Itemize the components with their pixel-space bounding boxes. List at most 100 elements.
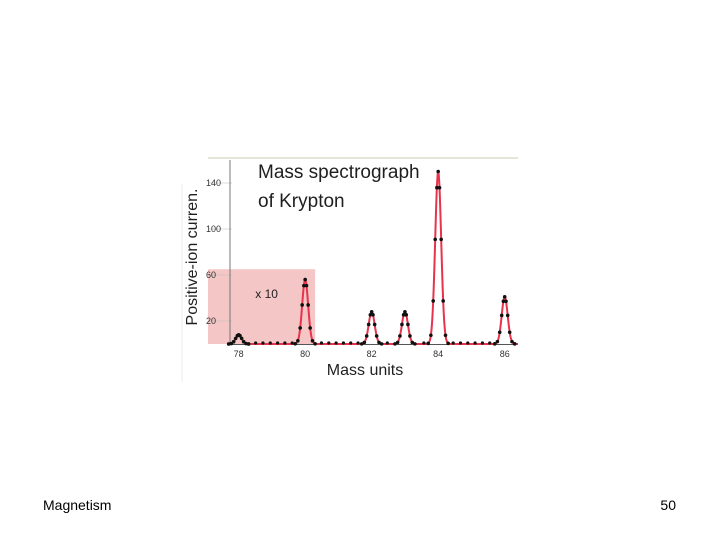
y-tick-labels: 20 60 100 140	[206, 178, 221, 326]
data-point-83	[410, 340, 415, 345]
data-point-82	[369, 310, 374, 314]
page-number: 50	[660, 497, 676, 513]
data-point	[341, 341, 346, 345]
data-point-80	[304, 283, 309, 288]
data-point	[290, 341, 294, 345]
data-point-86	[492, 342, 497, 346]
data-point-86	[502, 295, 507, 299]
data-point-78	[239, 336, 244, 341]
data-point-84	[429, 333, 433, 338]
data-point	[268, 341, 272, 345]
data-point	[451, 341, 455, 345]
data-point-86	[497, 330, 502, 335]
mass-spectrograph-figure: 78 80 82 84 86 20 60 100 140 Mass spectrograph …	[180, 154, 520, 386]
chart-title-line2: of Krypton	[258, 191, 345, 212]
data-point-84	[426, 341, 431, 346]
data-point-84	[431, 299, 435, 303]
data-point-86	[512, 342, 517, 346]
data-point-78	[226, 342, 231, 346]
data-point-86	[499, 313, 504, 318]
data-point-80	[303, 277, 307, 282]
data-point-82	[379, 342, 384, 346]
y-gridlines	[208, 182, 232, 322]
y-tick-label-140: 140	[206, 178, 221, 188]
data-point-83	[403, 310, 407, 314]
x-tick-label-82: 82	[367, 349, 377, 359]
data-point-86	[505, 313, 510, 318]
data-point	[334, 341, 338, 345]
data-point-83	[406, 322, 410, 327]
spectrum-curve-group	[231, 171, 519, 345]
data-point-84	[439, 237, 443, 242]
data-point-83	[408, 334, 412, 338]
data-point-80	[300, 303, 304, 307]
data-point	[385, 341, 389, 345]
y-tick-label-20: 20	[206, 316, 216, 326]
data-point-83	[393, 342, 397, 346]
data-point	[283, 341, 287, 345]
data-point	[466, 341, 470, 345]
data-point	[275, 341, 280, 345]
data-point-86	[501, 299, 506, 304]
data-point-84	[437, 185, 442, 190]
chart-title-line1: Mass spectrograph	[258, 162, 420, 183]
y-axis-title: Positive-ion curren.	[184, 189, 201, 326]
data-point-84	[441, 299, 445, 303]
y-tick-label-60: 60	[206, 270, 216, 280]
data-point-83	[400, 322, 404, 327]
x-tick-labels: 78 80 82 84 86	[234, 349, 510, 359]
x-tick-label-80: 80	[300, 349, 310, 359]
data-point-83	[398, 334, 402, 338]
data-point	[356, 341, 360, 345]
data-point-78	[246, 342, 251, 346]
data-point	[488, 341, 492, 345]
data-point	[473, 341, 477, 345]
data-point-84	[443, 333, 448, 338]
data-points-group	[226, 169, 517, 346]
data-point-82	[364, 334, 369, 338]
data-point-86	[507, 330, 512, 335]
data-point-78	[244, 341, 248, 346]
data-point-84	[433, 237, 437, 242]
data-point-84	[435, 185, 439, 190]
data-point	[261, 341, 265, 345]
x-axis-title: Mass units	[327, 362, 403, 379]
footer-section-title: Magnetism	[43, 497, 112, 513]
data-point-82	[362, 340, 367, 345]
data-point	[327, 341, 331, 345]
data-point-82	[377, 340, 381, 345]
data-point-80	[308, 326, 312, 330]
data-point-80	[293, 341, 297, 346]
data-point	[254, 341, 258, 345]
data-point-78	[231, 339, 236, 344]
y-tick-label-100: 100	[206, 224, 221, 234]
data-point	[349, 341, 353, 345]
data-point-80	[310, 338, 315, 343]
data-point-83	[401, 313, 406, 317]
data-point-80	[296, 338, 300, 343]
data-point-84	[436, 169, 440, 174]
data-point-86	[504, 299, 508, 304]
data-point-83	[395, 340, 400, 345]
data-point	[458, 341, 463, 345]
data-point	[422, 341, 426, 345]
x-tick-label-78: 78	[234, 349, 244, 359]
data-point-80	[298, 326, 302, 330]
spectrum-curve	[231, 171, 519, 345]
data-point-86	[495, 339, 500, 344]
data-point-86	[510, 339, 514, 344]
x-tick-label-86: 86	[500, 349, 510, 359]
data-point	[480, 341, 485, 345]
data-point-78	[238, 333, 242, 338]
data-point-82	[359, 342, 364, 346]
data-point-84	[446, 341, 450, 346]
data-point-82	[368, 313, 373, 317]
data-point-80	[302, 283, 306, 288]
x10-annotation: x 10	[255, 287, 278, 301]
data-point-82	[374, 334, 379, 338]
data-point-83	[413, 342, 417, 346]
data-point-78	[233, 336, 238, 341]
data-point	[319, 341, 324, 345]
data-point-83	[404, 313, 409, 317]
